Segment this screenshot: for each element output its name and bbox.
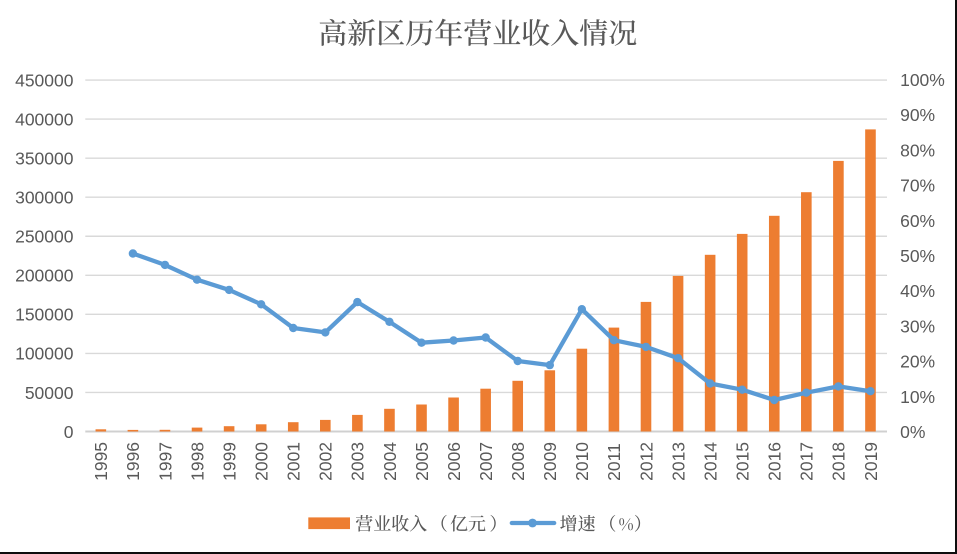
svg-text:2009: 2009: [540, 442, 560, 481]
svg-text:2019: 2019: [861, 442, 881, 481]
svg-text:2007: 2007: [476, 442, 496, 481]
svg-text:40%: 40%: [900, 281, 935, 301]
svg-text:0: 0: [64, 422, 74, 442]
svg-text:50000: 50000: [25, 383, 74, 403]
svg-text:2004: 2004: [380, 442, 400, 481]
svg-text:2016: 2016: [765, 442, 785, 481]
svg-text:150000: 150000: [15, 305, 74, 325]
svg-text:2014: 2014: [700, 442, 720, 481]
svg-text:2001: 2001: [284, 442, 304, 481]
svg-text:100000: 100000: [15, 344, 74, 364]
svg-text:70%: 70%: [900, 176, 935, 196]
svg-text:90%: 90%: [900, 105, 935, 125]
svg-text:100%: 100%: [900, 70, 945, 90]
svg-text:50%: 50%: [900, 246, 935, 266]
svg-text:20%: 20%: [900, 352, 935, 372]
svg-text:10%: 10%: [900, 387, 935, 407]
svg-text:350000: 350000: [15, 148, 74, 168]
svg-text:2015: 2015: [732, 442, 752, 481]
svg-text:2011: 2011: [604, 443, 624, 481]
svg-text:1998: 1998: [187, 442, 207, 481]
svg-text:400000: 400000: [15, 109, 74, 129]
svg-text:0%: 0%: [900, 422, 925, 442]
svg-text:1995: 1995: [91, 442, 111, 481]
svg-text:2010: 2010: [572, 442, 592, 481]
svg-text:250000: 250000: [15, 227, 74, 247]
svg-text:30%: 30%: [900, 316, 935, 336]
svg-text:2012: 2012: [636, 442, 656, 481]
svg-text:2017: 2017: [797, 442, 817, 481]
svg-text:1999: 1999: [219, 442, 239, 481]
svg-text:2000: 2000: [251, 442, 271, 481]
svg-text:2006: 2006: [444, 442, 464, 481]
svg-text:1997: 1997: [155, 442, 175, 481]
svg-text:2013: 2013: [668, 442, 688, 481]
svg-text:2008: 2008: [508, 442, 528, 481]
svg-text:2005: 2005: [412, 442, 432, 481]
svg-text:450000: 450000: [15, 70, 74, 90]
svg-text:200000: 200000: [15, 266, 74, 286]
svg-text:2018: 2018: [829, 442, 849, 481]
svg-text:2002: 2002: [316, 442, 336, 481]
svg-text:80%: 80%: [900, 140, 935, 160]
svg-text:2003: 2003: [348, 442, 368, 481]
svg-text:1996: 1996: [123, 442, 143, 481]
svg-text:300000: 300000: [15, 188, 74, 208]
svg-text:60%: 60%: [900, 211, 935, 231]
